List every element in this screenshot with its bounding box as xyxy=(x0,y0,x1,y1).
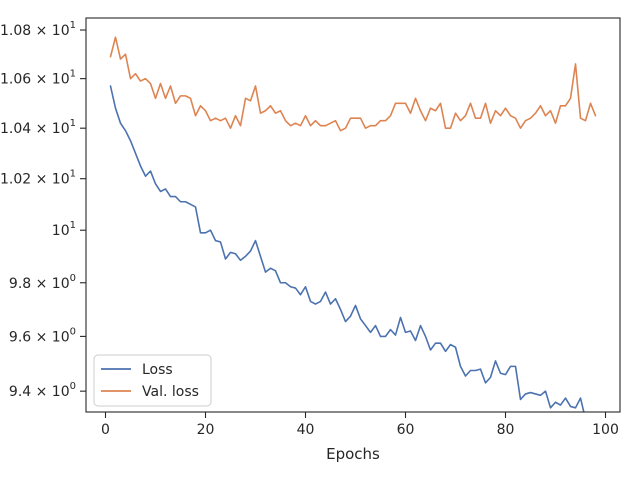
y-tick-label: 1.02 × 101 xyxy=(0,169,76,188)
y-tick-label: 1.04 × 101 xyxy=(0,118,76,137)
x-tick-label: 60 xyxy=(397,422,415,438)
legend-label: Val. loss xyxy=(142,384,199,400)
y-tick-label: 9.6 × 100 xyxy=(9,326,76,345)
y-tick-label: 1.06 × 101 xyxy=(0,69,76,88)
plot-frame xyxy=(85,17,621,413)
series-line-val-loss xyxy=(109,36,597,132)
x-axis-title: Epochs xyxy=(326,445,380,463)
x-tick-label: 20 xyxy=(197,422,215,438)
plot-area xyxy=(85,17,621,413)
x-tick-label: 80 xyxy=(497,422,515,438)
y-tick-label: 1.08 × 101 xyxy=(0,20,76,39)
y-tick-label: 9.8 × 100 xyxy=(9,273,76,292)
y-axis: 9.4 × 100 9.6 × 100 9.8 × 100 101 1.02 × 101… xyxy=(0,20,86,400)
legend-box xyxy=(93,354,212,407)
y-tick-label: 9.4 × 100 xyxy=(9,381,76,400)
legend: Loss Val. loss xyxy=(93,354,212,407)
x-tick-label: 100 xyxy=(592,422,619,438)
x-tick-label: 40 xyxy=(297,422,315,438)
legend-label: Loss xyxy=(142,362,173,378)
y-tick-label: 101 xyxy=(52,220,76,239)
x-axis: 0 20 40 60 80 100 xyxy=(101,412,619,438)
series-line-loss xyxy=(109,85,585,412)
x-tick-label: 0 xyxy=(101,422,110,438)
